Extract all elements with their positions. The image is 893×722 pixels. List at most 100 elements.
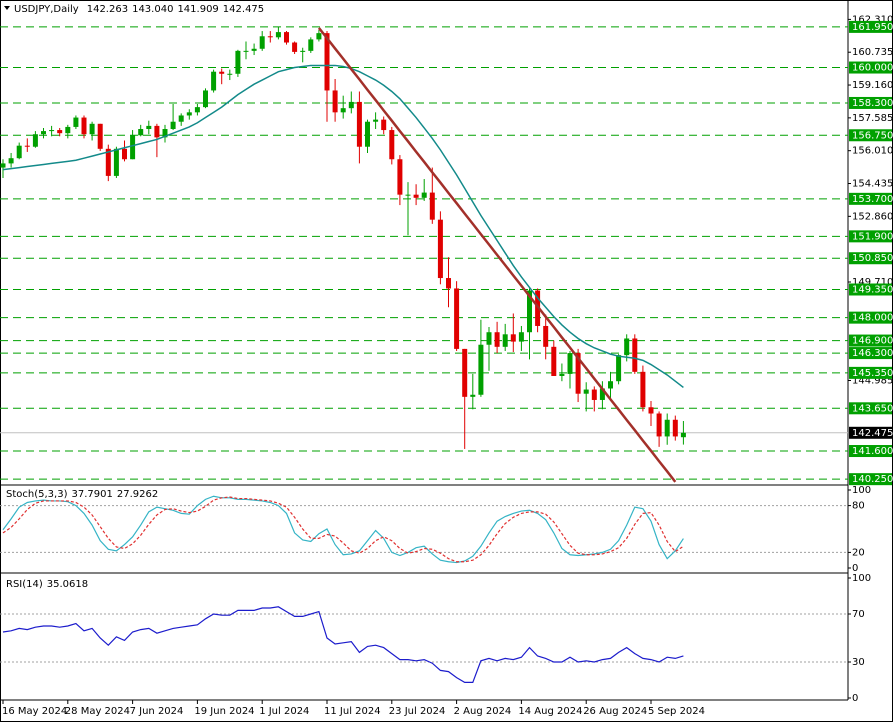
candle-body (397, 159, 403, 195)
level-label: 160.000 (852, 63, 893, 74)
candle-body (24, 145, 30, 147)
candle-body (49, 130, 55, 132)
candle-body (429, 192, 435, 220)
x-tick-label: 7 Jun 2024 (130, 706, 184, 717)
candle-body (510, 334, 516, 342)
stoch-header: Stoch(5,3,3) 37.7901 27.9262 (6, 489, 158, 500)
candle-body (122, 148, 127, 160)
y-tick-label: 20 (852, 547, 865, 558)
level-label-box (849, 347, 892, 360)
candle-body (32, 134, 38, 147)
candle-body (170, 121, 176, 130)
level-label-box (849, 366, 892, 379)
candle-body (527, 290, 532, 333)
x-tick-label: 19 Jun 2024 (194, 706, 254, 717)
y-tick-label: 0 (852, 563, 858, 574)
y-tick-label: 154.435 (852, 179, 893, 190)
candle-body (608, 381, 613, 389)
candle-body (235, 50, 241, 74)
candle-body (41, 131, 46, 135)
candle-body (389, 130, 395, 160)
y-tick-label: 157.585 (852, 113, 893, 124)
y-tick-label: 80 (852, 501, 865, 512)
candle-body (656, 413, 662, 437)
candle-body (680, 432, 686, 438)
candle-body (494, 332, 500, 347)
x-tick-label: 2 Aug 2024 (454, 706, 512, 717)
candle-body (373, 119, 379, 122)
candle-body (624, 338, 630, 356)
header: USDJPY,Daily 142.263 143.040 141.909 142.475 (14, 4, 264, 15)
level-label: 146.300 (852, 348, 893, 359)
candle-body (405, 194, 411, 196)
y-tick-label: 160.735 (852, 47, 893, 58)
candle-body (219, 71, 225, 74)
level-label-box (849, 473, 892, 486)
y-tick-label: 149.710 (852, 277, 893, 288)
candle-body (413, 194, 419, 198)
rsi-value: 35.0618 (47, 579, 88, 590)
level-label-box (849, 129, 892, 142)
last-price-label: 142.475 (852, 428, 893, 439)
candle-body (8, 158, 14, 164)
candle-body (567, 353, 573, 374)
candle-body (348, 101, 354, 109)
indicator-line (2, 606, 684, 683)
trendline (317, 27, 677, 483)
level-label: 151.900 (852, 231, 893, 242)
y-tick-label: 0 (852, 693, 858, 704)
level-label: 153.700 (852, 194, 893, 205)
y-tick-label: 152.860 (852, 211, 893, 222)
candle-body (65, 126, 71, 134)
candle-body (664, 419, 670, 437)
stoch-title: Stoch(5,3,3) (6, 489, 68, 500)
candle-body (575, 353, 581, 394)
level-label: 150.850 (852, 253, 893, 264)
candle-body (267, 36, 273, 38)
level-label-box (849, 61, 892, 74)
candle-body (16, 145, 22, 159)
level-label-box (849, 230, 892, 243)
x-tick-label: 5 Sep 2024 (648, 706, 705, 717)
candle-body (186, 112, 192, 116)
level-label: 148.000 (852, 313, 893, 324)
level-label-box (849, 334, 892, 347)
x-tick-label: 14 Aug 2024 (518, 706, 582, 717)
level-label: 156.750 (852, 130, 893, 141)
candle-body (640, 371, 646, 408)
candle-body (332, 90, 338, 113)
y-tick-label: 100 (852, 573, 871, 584)
candle-body (57, 130, 63, 134)
quote-low: 141.909 (177, 4, 218, 15)
candle-body (324, 33, 330, 91)
candle-body (130, 135, 136, 160)
plot-layer: 162.310 160.735 159.160 157.585 156.010 154.4… (0, 14, 893, 717)
candle-body (454, 288, 460, 349)
candle-body (227, 73, 233, 75)
candle-body (0, 163, 6, 168)
level-label: 146.900 (852, 336, 893, 347)
level-label: 161.950 (852, 22, 893, 33)
candle-body (73, 117, 79, 127)
candle-body (340, 108, 346, 113)
candle-body (138, 129, 144, 136)
level-label-box (849, 252, 892, 265)
candle-body (292, 42, 298, 52)
level-label: 149.350 (852, 284, 893, 295)
candle-body (284, 32, 289, 43)
level-label: 145.350 (852, 368, 893, 379)
y-tick-label: 144.985 (852, 375, 893, 386)
candle-body (421, 192, 427, 198)
candle-body (300, 50, 306, 52)
indicator-line (2, 495, 684, 564)
level-label: 140.250 (852, 474, 893, 485)
x-tick-label: 23 Jul 2024 (389, 706, 446, 717)
candle-body (89, 123, 95, 135)
level-label-box (849, 311, 892, 324)
x-tick-label: 26 Aug 2024 (583, 706, 647, 717)
candle-body (251, 48, 257, 51)
x-tick-label: 1 Jul 2024 (259, 706, 309, 717)
candle-body (105, 148, 111, 176)
candle-body (470, 394, 476, 397)
